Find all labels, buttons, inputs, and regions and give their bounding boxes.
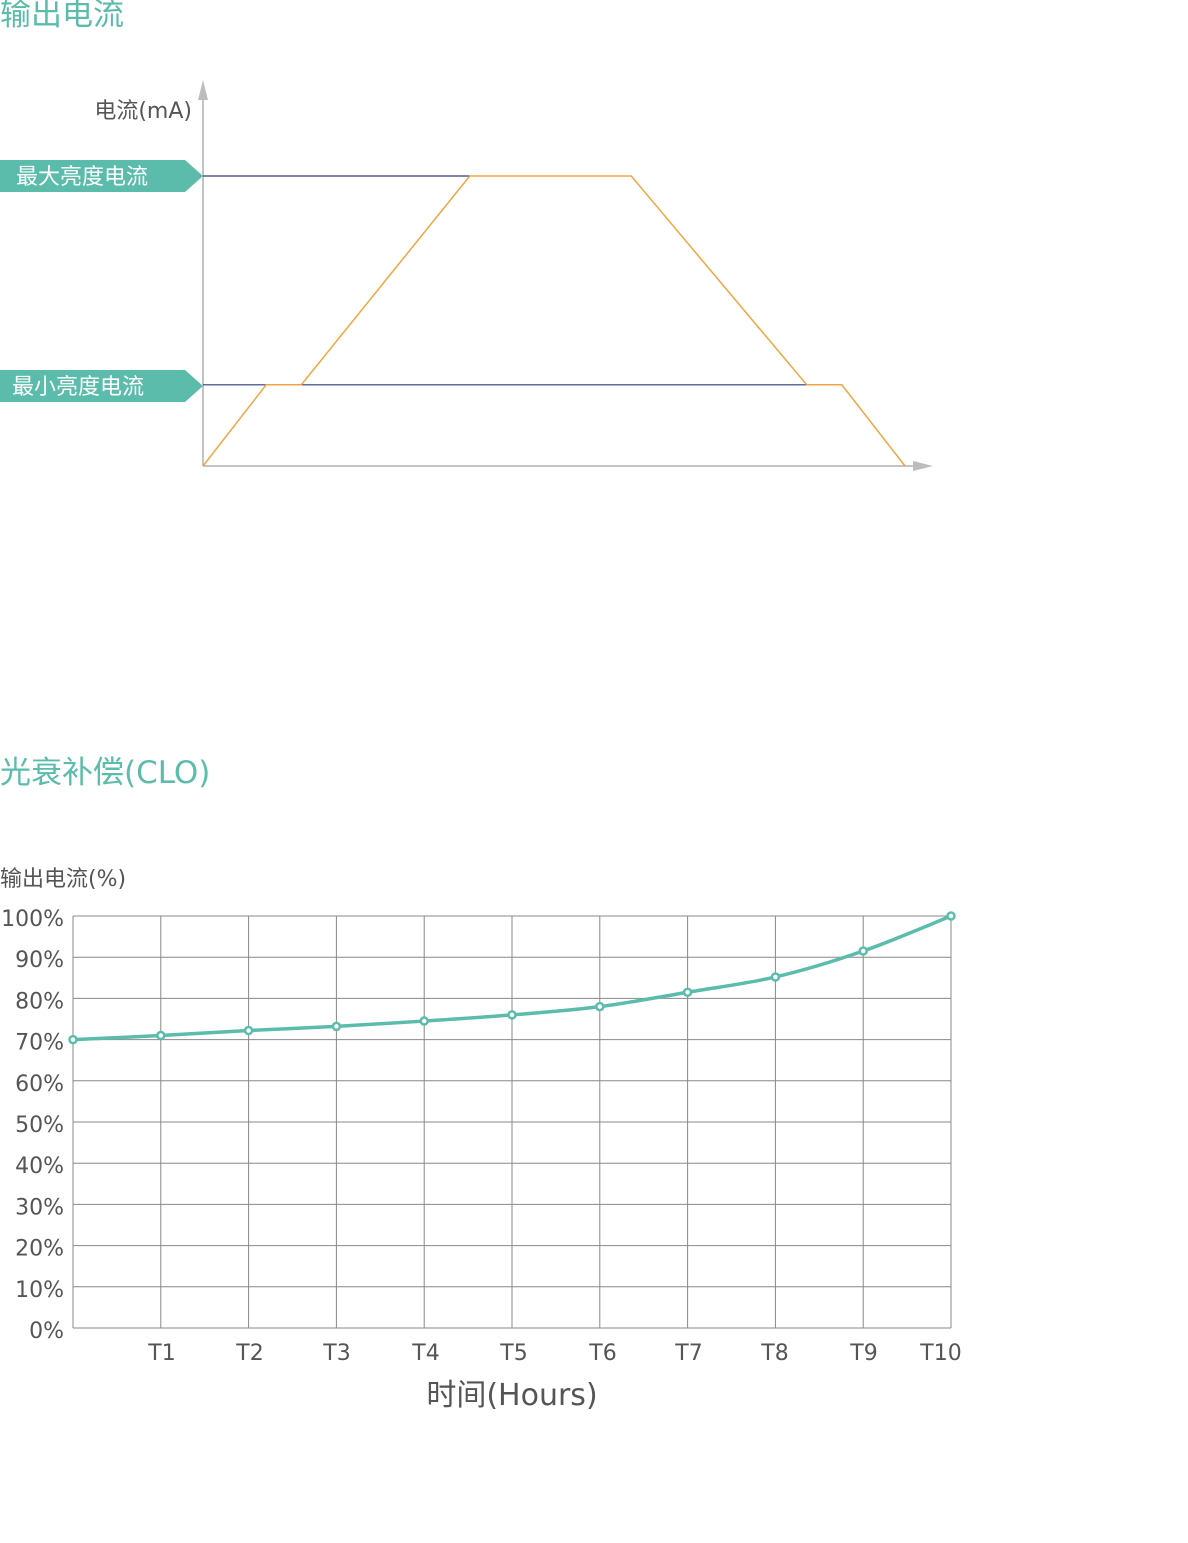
max-level-label: 最大亮度电流 (16, 165, 148, 190)
y-tick-label: 0% (29, 1319, 64, 1344)
x-tick-label: T2 (235, 1341, 263, 1366)
data-point (595, 1001, 605, 1012)
output-current-chart: 电流(mA) 最大亮度电流 最小亮度电流 (0, 80, 933, 471)
x-axis-arrow (913, 461, 933, 471)
y-tick-label: 70% (15, 1031, 64, 1056)
x-tick-label: T5 (499, 1341, 527, 1366)
x-tick-label: T9 (849, 1341, 877, 1366)
y-tick-label: 20% (15, 1237, 64, 1262)
min-level-label: 最小亮度电流 (12, 375, 144, 400)
y-tick-label: 90% (15, 948, 64, 973)
y-tick-label: 80% (15, 989, 64, 1014)
x-axis-label: 时间(Hours) (426, 1378, 597, 1413)
max-level-tag (0, 160, 203, 192)
data-point (68, 1034, 78, 1045)
data-point (331, 1021, 342, 1032)
x-tick-label: T1 (147, 1341, 175, 1366)
data-point (156, 1030, 166, 1041)
x-tick-label: T6 (588, 1341, 616, 1366)
data-point (770, 972, 781, 982)
x-tick-label: T10 (919, 1341, 961, 1366)
output-current-title: 输出电流 (0, 0, 124, 33)
clo-series-line (72, 914, 952, 1042)
x-tick-label: T4 (411, 1341, 439, 1366)
data-point (858, 946, 868, 956)
y-axis-arrow (198, 80, 208, 100)
clo-title: 光衰补偿(CLO) (0, 755, 211, 791)
x-tick-label: T8 (760, 1341, 788, 1366)
data-point (243, 1025, 254, 1036)
y-tick-label: 100% (1, 907, 64, 932)
y-tick-label: 30% (15, 1195, 64, 1220)
data-point (419, 1016, 429, 1026)
data-point (507, 1010, 517, 1020)
y-tick-label: 40% (15, 1154, 64, 1179)
min-level-tag (0, 370, 203, 402)
current-curve (202, 175, 906, 467)
y-axis-label: 输出电流(%) (0, 867, 126, 892)
data-point (682, 987, 693, 997)
y-axis-label: 电流(mA) (94, 99, 192, 124)
x-tick-label: T3 (322, 1341, 350, 1366)
data-point (946, 911, 956, 921)
x-tick-label: T7 (674, 1341, 702, 1366)
y-tick-label: 60% (15, 1072, 64, 1097)
y-tick-label: 50% (15, 1113, 64, 1138)
y-tick-label: 10% (15, 1278, 64, 1303)
